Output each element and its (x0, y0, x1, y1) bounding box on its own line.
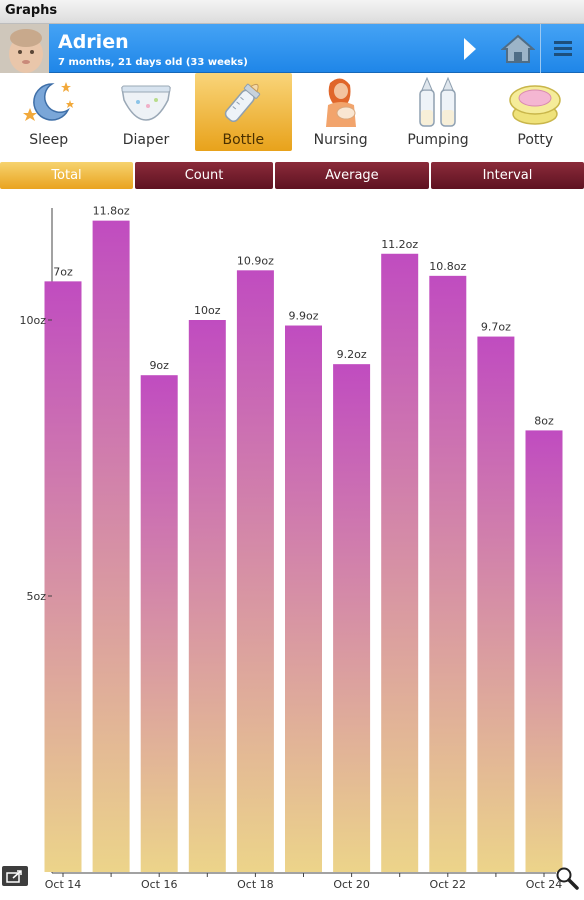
bar-chart: 7oz 11.8oz 9oz 10oz 10.9oz 9.9oz 9.2oz 11.2oz 10… (19, 205, 563, 891)
bar-value-label: 9.9oz (289, 310, 319, 323)
category-bar: Sleep Diaper (0, 73, 584, 154)
bar-oct-24 (525, 430, 563, 872)
bar-value-label: 10oz (194, 304, 221, 317)
nursing-mother-icon (313, 75, 369, 129)
category-pumping[interactable]: Pumping (389, 73, 486, 151)
bar-oct-14 (44, 281, 82, 872)
zoom-button[interactable] (553, 864, 581, 892)
tab-interval[interactable]: Interval (431, 162, 584, 189)
menu-button[interactable] (540, 24, 584, 73)
category-sleep[interactable]: Sleep (0, 73, 97, 151)
category-label: Nursing (313, 132, 368, 148)
category-label: Sleep (29, 132, 69, 148)
share-button[interactable] (2, 866, 28, 886)
bar-oct-19 (285, 325, 322, 872)
tab-average[interactable]: Average (275, 162, 429, 189)
category-bottle[interactable]: Bottle (194, 73, 292, 151)
play-triangle-icon (464, 38, 476, 60)
bar-oct-20 (333, 364, 371, 872)
bar-value-label: 8oz (534, 414, 554, 427)
x-tick-label: Oct 14 (45, 878, 82, 891)
bar-value-label: 9.7oz (481, 321, 511, 334)
title-bar: Graphs (0, 0, 584, 24)
moon-stars-icon (21, 75, 77, 129)
window-title: Graphs (5, 3, 58, 18)
x-tick-label: Oct 18 (237, 878, 274, 891)
tab-total[interactable]: Total (0, 162, 133, 189)
menu-icon (553, 41, 572, 56)
category-label: Potty (517, 132, 554, 148)
next-child-button[interactable] (458, 35, 482, 63)
bar-oct-16 (140, 375, 178, 872)
tab-count[interactable]: Count (135, 162, 273, 189)
bar-value-label: 11.8oz (93, 205, 130, 218)
x-tick-label: Oct 22 (430, 878, 467, 891)
magnifier-icon (556, 867, 579, 890)
bar-value-label: 9.2oz (337, 348, 367, 361)
x-tick-label: Oct 16 (141, 878, 178, 891)
export-icon (6, 870, 22, 883)
baby-photo-icon (0, 24, 49, 73)
bar-value-label: 10.8oz (429, 260, 466, 273)
bar-value-label: 7oz (53, 265, 73, 278)
metric-tabs: Total Count Average Interval (0, 162, 584, 189)
bar-oct-21 (381, 253, 419, 872)
home-icon (501, 34, 535, 63)
child-age: 7 months, 21 days old (33 weeks) (58, 57, 248, 68)
category-label: Diaper (122, 132, 170, 148)
x-tick-label: Oct 20 (333, 878, 370, 891)
category-label: Bottle (222, 132, 265, 148)
category-label: Pumping (407, 132, 469, 148)
diaper-icon (118, 75, 174, 129)
bar-value-label: 9oz (149, 359, 169, 372)
avatar[interactable] (0, 24, 49, 73)
category-potty[interactable]: Potty (487, 73, 584, 151)
child-header[interactable]: Adrien 7 months, 21 days old (33 weeks) (0, 24, 584, 73)
bottle-icon (215, 75, 271, 129)
y-tick-label: 10oz (19, 314, 46, 327)
bar-oct-23 (477, 336, 515, 872)
home-button[interactable] (496, 24, 540, 73)
category-diaper[interactable]: Diaper (97, 73, 194, 151)
child-name: Adrien (58, 31, 129, 53)
bar-value-label: 11.2oz (381, 238, 418, 251)
y-tick-label: 5oz (26, 590, 46, 603)
bottle-total-chart[interactable]: 7oz 11.8oz 9oz 10oz 10.9oz 9.9oz 9.2oz 11.2oz 10… (0, 193, 584, 900)
category-nursing[interactable]: Nursing (292, 73, 389, 151)
potty-icon (507, 75, 563, 129)
pump-bottles-icon (410, 75, 466, 129)
x-tick-label: Oct 24 (526, 878, 563, 891)
bar-value-label: 10.9oz (237, 254, 274, 267)
bar-oct-17 (188, 320, 226, 872)
bar-oct-22 (429, 275, 467, 873)
bar-oct-18 (236, 270, 274, 872)
bar-oct-15 (92, 220, 130, 872)
